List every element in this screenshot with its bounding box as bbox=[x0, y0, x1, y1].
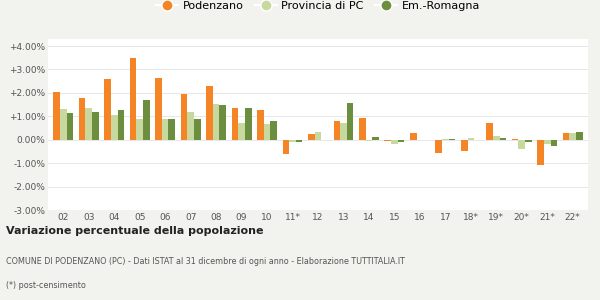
Bar bbox=[92, 112, 98, 140]
Bar bbox=[85, 108, 92, 140]
Bar bbox=[60, 109, 67, 140]
Bar bbox=[136, 119, 143, 140]
Bar bbox=[220, 105, 226, 140]
Bar bbox=[162, 119, 169, 140]
Text: (*) post-censimento: (*) post-censimento bbox=[6, 280, 86, 290]
Bar bbox=[245, 108, 251, 140]
Bar bbox=[264, 124, 271, 140]
Bar bbox=[500, 138, 506, 140]
Bar bbox=[340, 123, 347, 140]
Bar bbox=[206, 86, 213, 140]
Bar bbox=[372, 137, 379, 140]
Bar bbox=[238, 123, 245, 140]
Bar bbox=[118, 110, 124, 140]
Bar bbox=[169, 119, 175, 140]
Bar bbox=[67, 113, 73, 140]
Bar bbox=[181, 94, 187, 140]
Bar bbox=[569, 133, 576, 140]
Bar bbox=[289, 140, 296, 142]
Bar bbox=[130, 58, 136, 140]
Bar bbox=[359, 118, 365, 140]
Bar bbox=[551, 140, 557, 146]
Bar bbox=[111, 115, 118, 140]
Bar bbox=[53, 92, 60, 140]
Bar bbox=[467, 138, 474, 140]
Text: COMUNE DI PODENZANO (PC) - Dati ISTAT al 31 dicembre di ogni anno - Elaborazione: COMUNE DI PODENZANO (PC) - Dati ISTAT al… bbox=[6, 256, 405, 266]
Bar bbox=[563, 133, 569, 140]
Bar bbox=[271, 121, 277, 140]
Bar bbox=[283, 140, 289, 154]
Bar bbox=[391, 140, 398, 144]
Bar bbox=[232, 108, 238, 140]
Bar bbox=[410, 133, 416, 140]
Bar bbox=[187, 112, 194, 140]
Bar bbox=[442, 139, 449, 140]
Bar bbox=[334, 121, 340, 140]
Bar bbox=[576, 132, 583, 140]
Bar bbox=[194, 119, 200, 140]
Bar bbox=[398, 140, 404, 142]
Legend: Podenzano, Provincia di PC, Em.-Romagna: Podenzano, Provincia di PC, Em.-Romagna bbox=[152, 0, 484, 16]
Bar bbox=[104, 79, 111, 140]
Bar bbox=[314, 132, 322, 140]
Bar bbox=[493, 136, 500, 140]
Bar bbox=[461, 140, 467, 151]
Bar bbox=[257, 110, 264, 140]
Bar bbox=[525, 140, 532, 142]
Bar bbox=[143, 100, 149, 140]
Bar bbox=[365, 140, 372, 141]
Bar bbox=[155, 78, 162, 140]
Bar bbox=[544, 140, 551, 144]
Bar bbox=[296, 140, 302, 142]
Bar bbox=[487, 123, 493, 140]
Bar bbox=[213, 104, 220, 140]
Bar bbox=[308, 134, 314, 140]
Text: Variazione percentuale della popolazione: Variazione percentuale della popolazione bbox=[6, 226, 263, 236]
Bar bbox=[385, 140, 391, 141]
Bar bbox=[449, 139, 455, 140]
Bar bbox=[79, 98, 85, 140]
Bar bbox=[538, 140, 544, 166]
Bar bbox=[512, 139, 518, 140]
Bar bbox=[436, 140, 442, 153]
Bar bbox=[518, 140, 525, 149]
Bar bbox=[347, 103, 353, 140]
